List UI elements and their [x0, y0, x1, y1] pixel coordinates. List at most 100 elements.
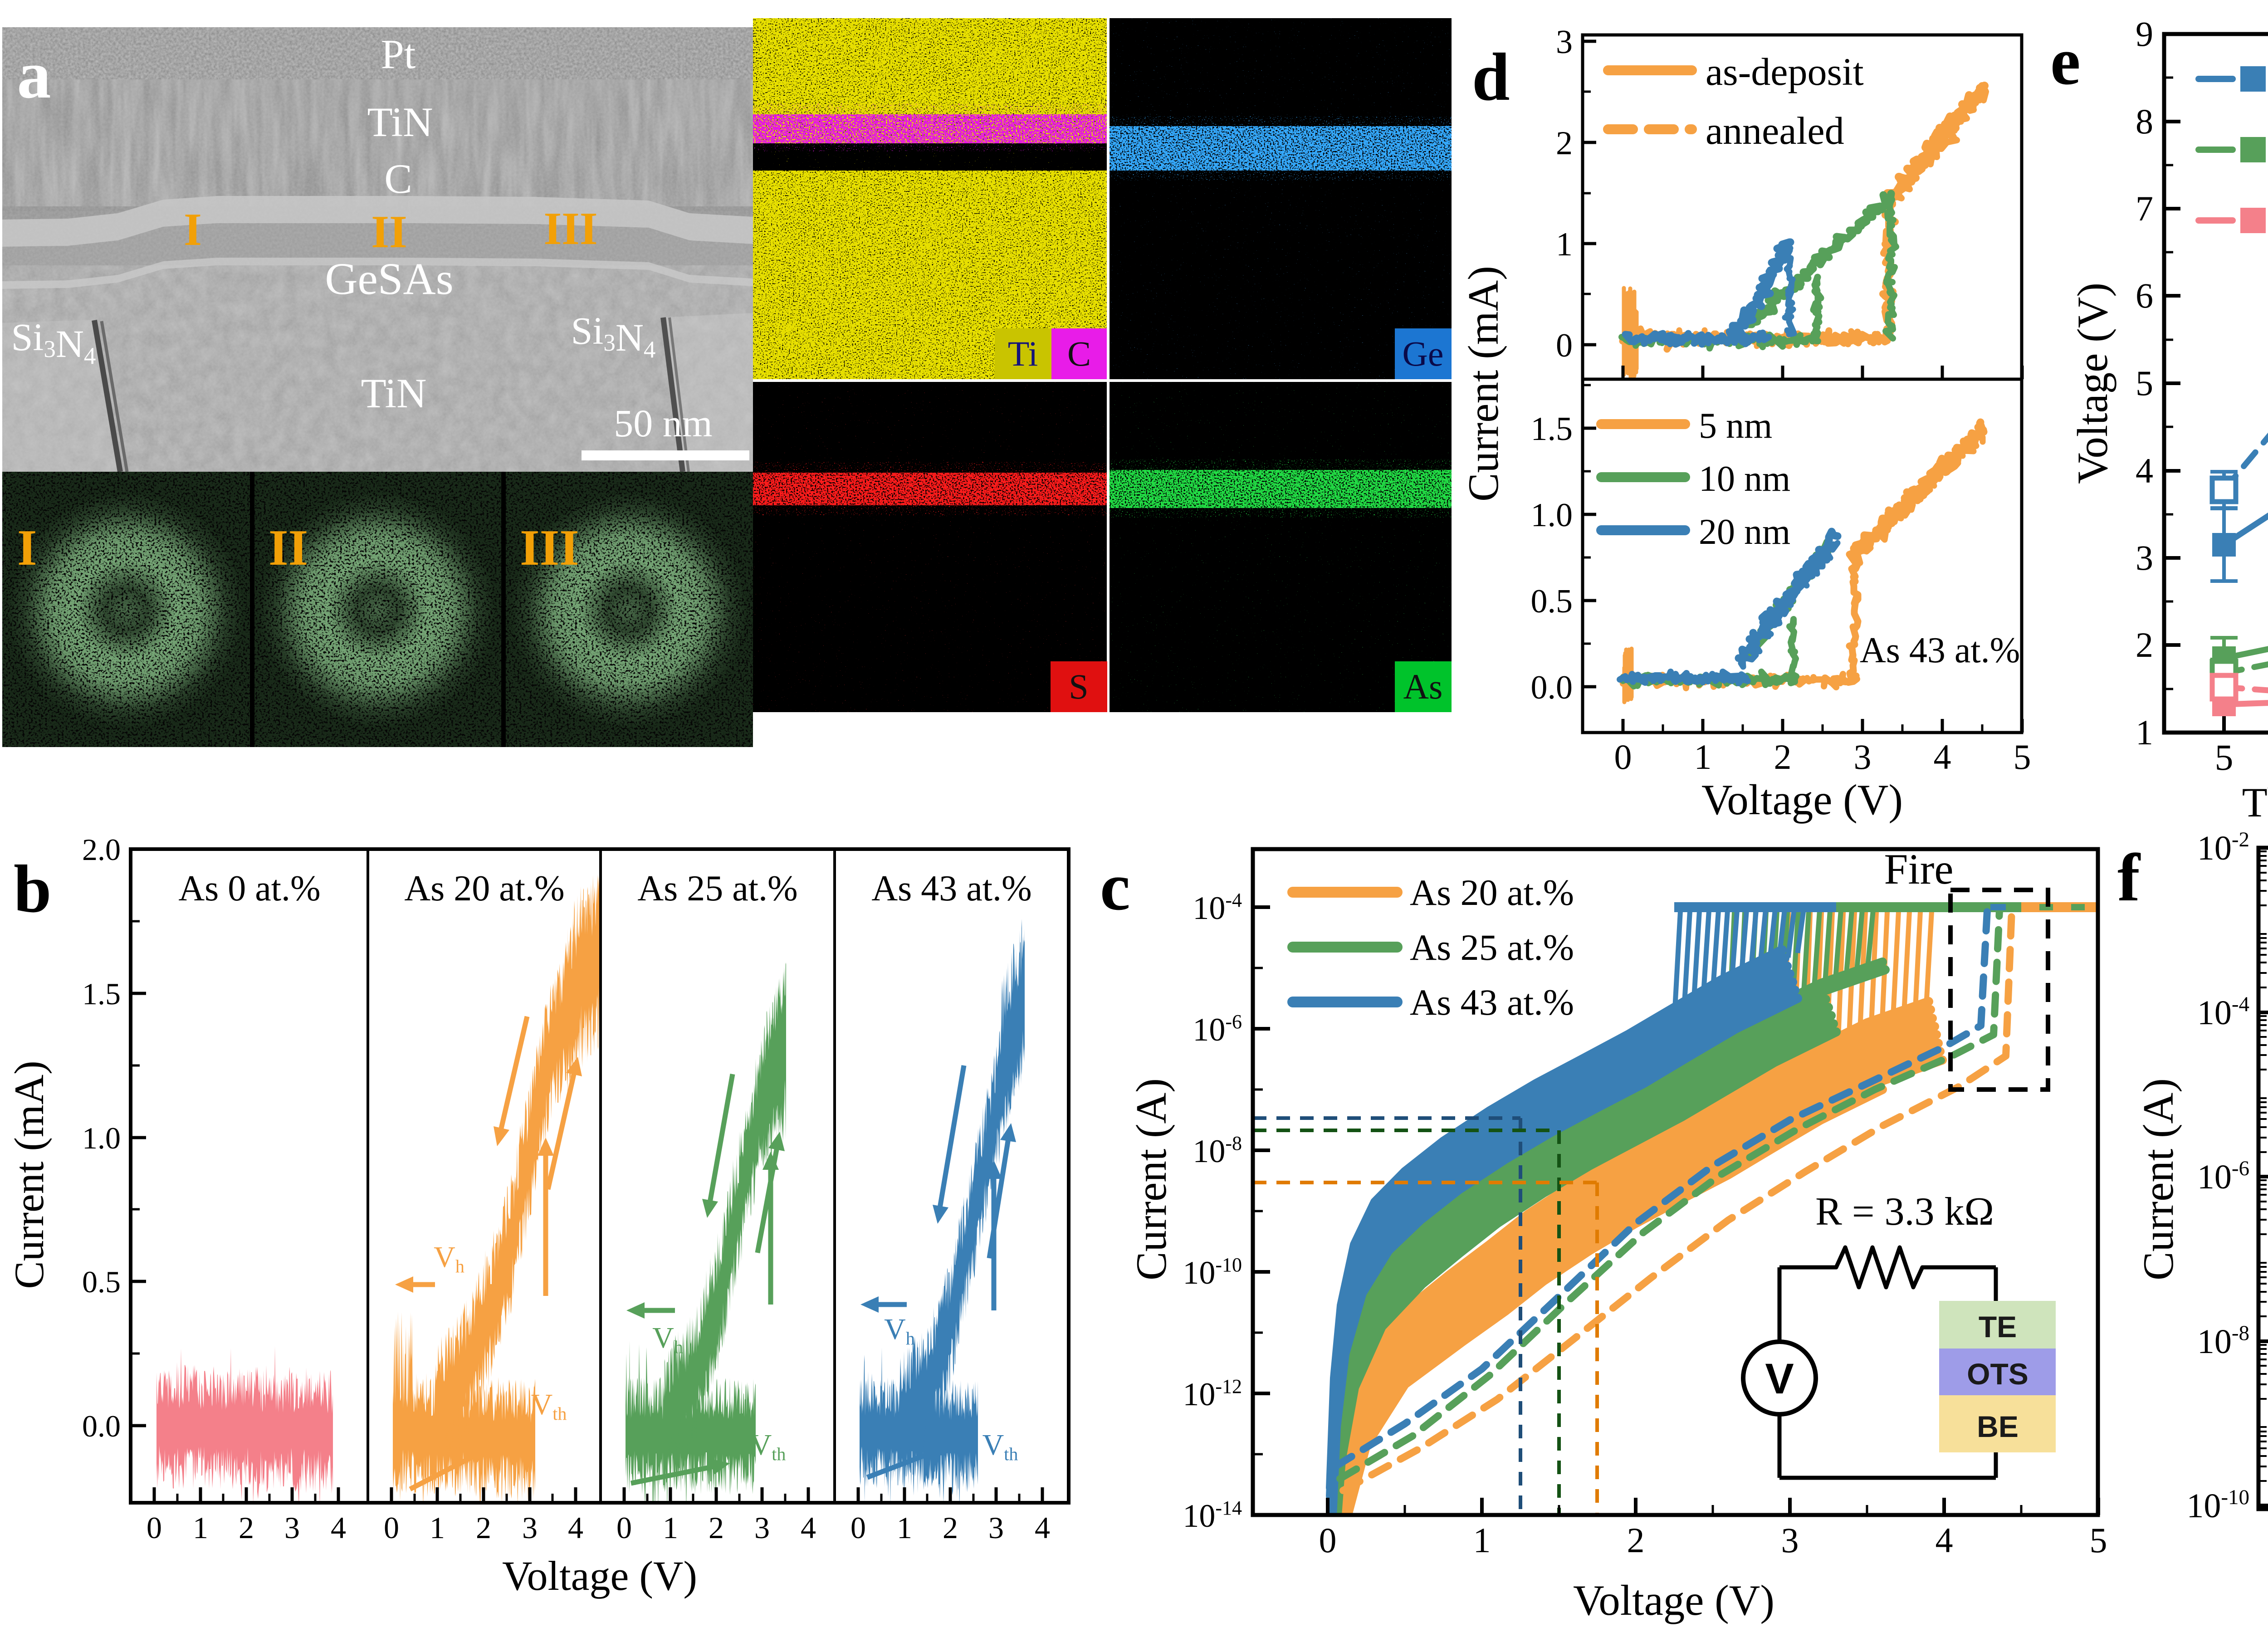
svg-text:8: 8: [2136, 102, 2153, 141]
svg-text:4: 4: [1934, 737, 1951, 777]
svg-text:10-4: 10-4: [1193, 889, 1242, 926]
svg-text:1.0: 1.0: [1531, 497, 1573, 534]
svg-text:Current (mA): Current (mA): [6, 1060, 52, 1289]
svg-text:5: 5: [2215, 737, 2234, 778]
svg-text:c: c: [1100, 849, 1130, 924]
svg-text:Voltage (V): Voltage (V): [1701, 776, 1903, 824]
svg-text:5: 5: [2136, 363, 2153, 403]
svg-text:0.0: 0.0: [82, 1409, 121, 1443]
svg-text:0: 0: [1319, 1520, 1337, 1560]
svg-text:1: 1: [430, 1510, 445, 1545]
svg-text:BE: BE: [1977, 1410, 2019, 1443]
svg-text:1: 1: [663, 1510, 678, 1545]
svg-text:f: f: [2117, 840, 2141, 915]
svg-text:5 nm: 5 nm: [1699, 406, 1772, 446]
svg-text:III: III: [520, 520, 579, 576]
svg-text:Ti: Ti: [1008, 334, 1038, 373]
svg-text:Fire: Fire: [1884, 845, 1953, 893]
svg-text:5: 5: [2014, 737, 2031, 777]
svg-text:2: 2: [476, 1510, 491, 1545]
svg-text:C: C: [1067, 334, 1091, 373]
svg-text:3: 3: [522, 1510, 538, 1545]
svg-text:I: I: [17, 520, 37, 576]
svg-text:e: e: [2050, 24, 2081, 99]
svg-text:2: 2: [943, 1510, 958, 1545]
svg-text:7: 7: [2136, 189, 2153, 228]
svg-text:OTS: OTS: [1967, 1357, 2028, 1391]
svg-text:S: S: [1069, 667, 1088, 706]
svg-text:3: 3: [1781, 1520, 1799, 1560]
svg-text:3: 3: [284, 1510, 300, 1545]
svg-text:0: 0: [147, 1510, 162, 1545]
svg-text:1: 1: [2136, 713, 2153, 752]
svg-text:10 nm: 10 nm: [1699, 459, 1790, 499]
svg-text:4: 4: [2136, 451, 2153, 490]
svg-text:Voltage (V): Voltage (V): [2068, 283, 2116, 484]
svg-text:Current (mA): Current (mA): [1459, 266, 1507, 502]
svg-text:10-10: 10-10: [1183, 1254, 1242, 1291]
svg-text:Vth: Vth: [750, 1428, 786, 1464]
svg-text:2.0: 2.0: [82, 832, 121, 867]
svg-text:3: 3: [1854, 737, 1872, 777]
svg-text:b: b: [14, 851, 51, 927]
svg-text:V: V: [1765, 1355, 1794, 1403]
svg-text:1.5: 1.5: [82, 977, 121, 1011]
svg-text:2: 2: [1627, 1520, 1645, 1560]
svg-text:3: 3: [2136, 538, 2153, 577]
svg-text:2: 2: [2136, 625, 2153, 665]
svg-text:0.5: 0.5: [82, 1265, 121, 1299]
svg-text:4: 4: [1936, 1520, 1953, 1560]
svg-text:As 0 at.%: As 0 at.%: [178, 869, 320, 909]
svg-text:II: II: [371, 206, 407, 258]
svg-text:As 20 at.%: As 20 at.%: [1410, 872, 1574, 913]
svg-text:Voltage (V): Voltage (V): [502, 1553, 697, 1599]
svg-text:10-10: 10-10: [2186, 1486, 2249, 1525]
svg-text:II: II: [269, 520, 308, 576]
svg-text:As 25 at.%: As 25 at.%: [637, 869, 797, 909]
svg-text:Vth: Vth: [531, 1388, 567, 1424]
svg-text:as-deposit: as-deposit: [1706, 50, 1864, 93]
svg-text:Pt: Pt: [381, 31, 416, 77]
svg-text:R = 3.3 kΩ: R = 3.3 kΩ: [1815, 1190, 1994, 1234]
svg-text:TiN: TiN: [367, 99, 433, 145]
svg-text:6: 6: [2136, 276, 2153, 315]
svg-text:GeSAs: GeSAs: [325, 254, 453, 304]
svg-text:0.5: 0.5: [1531, 583, 1573, 620]
svg-text:Thickness (nm): Thickness (nm): [2242, 779, 2268, 826]
svg-text:Ge: Ge: [1403, 334, 1444, 373]
svg-text:0: 0: [384, 1510, 399, 1545]
svg-text:Voltage (V): Voltage (V): [1573, 1576, 1774, 1624]
svg-text:4: 4: [331, 1510, 346, 1545]
svg-text:1: 1: [1694, 737, 1712, 777]
svg-text:3: 3: [1556, 24, 1573, 61]
svg-text:III: III: [543, 203, 597, 254]
svg-text:C: C: [384, 156, 412, 202]
svg-text:1: 1: [193, 1510, 208, 1545]
svg-text:2: 2: [709, 1510, 724, 1545]
svg-text:1.0: 1.0: [82, 1121, 121, 1155]
svg-text:9: 9: [2136, 14, 2153, 54]
svg-text:As 43 at.%: As 43 at.%: [1410, 982, 1574, 1023]
svg-text:As 25 at.%: As 25 at.%: [1410, 927, 1574, 968]
svg-text:1: 1: [1556, 226, 1573, 263]
svg-text:Current (A): Current (A): [2134, 1078, 2182, 1280]
svg-text:3: 3: [988, 1510, 1004, 1545]
svg-text:1.5: 1.5: [1531, 410, 1573, 448]
svg-text:TE: TE: [1979, 1310, 2017, 1344]
svg-text:2: 2: [1556, 125, 1573, 162]
svg-text:annealed: annealed: [1706, 109, 1844, 152]
svg-text:0: 0: [850, 1510, 866, 1545]
svg-text:5: 5: [2090, 1520, 2107, 1560]
svg-text:50 nm: 50 nm: [614, 401, 712, 445]
svg-text:2: 2: [239, 1510, 254, 1545]
svg-text:0: 0: [616, 1510, 632, 1545]
svg-text:As: As: [1403, 667, 1443, 706]
svg-text:As 20 at.%: As 20 at.%: [404, 869, 564, 909]
svg-text:20 nm: 20 nm: [1699, 512, 1790, 552]
svg-text:2: 2: [1774, 737, 1792, 777]
svg-text:I: I: [184, 204, 202, 255]
svg-text:1: 1: [1473, 1520, 1491, 1560]
svg-text:0: 0: [1614, 737, 1632, 777]
svg-text:0: 0: [1556, 327, 1573, 364]
svg-text:d: d: [1472, 39, 1510, 115]
